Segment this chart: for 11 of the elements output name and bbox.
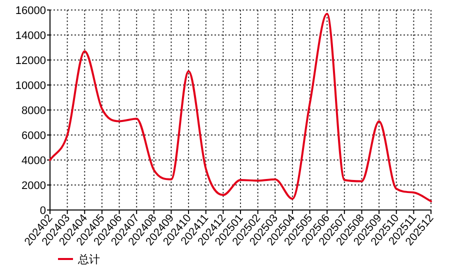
y-tick-label: 12000 (15, 55, 46, 67)
y-tick-label: 6000 (22, 130, 46, 142)
y-tick-label: 8000 (22, 105, 46, 117)
y-tick-label: 0 (40, 205, 46, 217)
y-tick-label: 14000 (15, 30, 46, 42)
y-tick-label: 16000 (15, 5, 46, 17)
legend-label: 总计 (77, 253, 100, 266)
y-tick-label: 2000 (22, 180, 46, 192)
y-tick-label: 4000 (22, 155, 46, 167)
y-tick-label: 10000 (15, 80, 46, 92)
line-series (49, 12, 432, 202)
